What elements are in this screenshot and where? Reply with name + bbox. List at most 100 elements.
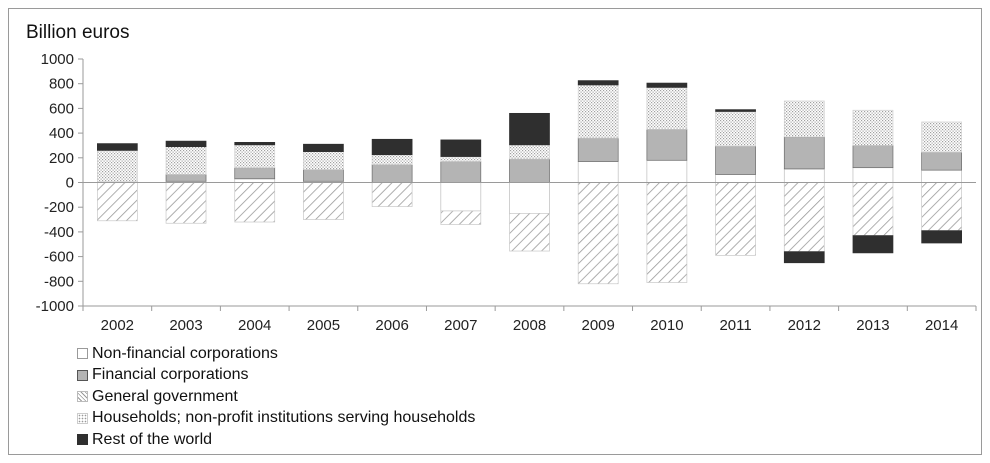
bar-fc-2010 [646,129,688,161]
bar-gg-2004 [234,182,276,223]
bar-hh-2006 [371,154,413,165]
bar-row-2002 [96,143,138,151]
bar-nfc-2010 [646,159,688,183]
x-tick-label: 2013 [856,317,889,334]
bar-gg-2005 [303,182,344,220]
bar-fc-2011 [715,145,756,175]
x-tick-label: 2009 [582,317,615,334]
bar-fc-2008 [509,158,550,183]
x-tick-label: 2003 [169,317,202,334]
bar-row-2005 [303,143,344,152]
legend-swatch-hh [77,412,88,424]
y-tick-label: 1000 [41,51,74,68]
x-tick-label: 2006 [375,317,408,334]
y-tick-label: 600 [49,100,74,117]
bar-fc-2004 [234,167,276,180]
legend-label-hh: Households; non-profit institutions serv… [92,409,476,427]
y-tick-label: -400 [44,224,74,241]
legend-label-row: Rest of the world [92,430,213,448]
bar-gg-2008 [509,213,550,252]
legend-swatch-gg [77,391,88,403]
x-tick-label: 2008 [513,317,546,334]
x-tick-label: 2010 [650,317,683,334]
x-tick-label: 2004 [238,317,271,334]
bar-row-2008 [509,112,550,146]
bar-fc-2005 [303,169,344,182]
bar-hh-2008 [509,144,550,160]
y-tick-label: -800 [44,273,74,290]
bar-fc-2014 [921,151,963,171]
axes [82,59,976,307]
bar-hh-2010 [646,87,688,130]
bar-row-2004 [234,142,276,146]
bar-hh-2014 [921,121,963,153]
y-axis-label: Billion euros [26,22,130,43]
bar-nfc-2007 [440,182,482,212]
y-tick-label: 800 [49,76,74,93]
bar-gg-2009 [577,182,619,285]
bar-gg-2003 [165,182,207,224]
bar-row-2013 [852,235,894,254]
bar-gg-2013 [852,182,894,236]
x-tick-label: 2011 [719,317,751,334]
legend-label-gg: General government [92,387,238,405]
bar-gg-2002 [96,182,138,222]
legend-item-row: Rest of the world [77,429,475,451]
legend-swatch-fc [77,369,88,381]
bar-nfc-2004 [234,178,276,183]
y-tick-label: 400 [49,125,74,142]
bar-hh-2007 [440,156,482,162]
x-axis-ticks: 2002 2003 2004 2005 2006 2007 2008 2009 2010 2011… [82,306,977,334]
bar-gg-2010 [646,182,688,283]
y-tick-label: -600 [44,249,74,266]
bar-row-2010 [646,82,688,88]
bar-hh-2005 [303,151,344,170]
y-tick-label: 0 [66,175,74,192]
legend-label-fc: Financial corporations [92,366,249,384]
legend: Non-financial corporations Financial cor… [77,343,475,451]
bar-fc-2009 [577,137,619,162]
bar-nfc-2009 [577,161,619,183]
bar-nfc-2012 [783,168,825,183]
bar-row-2012 [783,251,825,264]
bar-fc-2013 [852,145,894,169]
x-tick-label: 2012 [788,317,821,334]
bar-row-2014 [921,230,963,244]
bar-gg-2011 [715,182,756,256]
bar-fc-2007 [440,161,482,183]
bar-fc-2003 [165,174,207,182]
legend-label-nfc: Non-financial corporations [92,344,278,362]
bar-nfc-2014 [921,169,963,183]
bar-fc-2006 [371,164,413,183]
x-tick-label: 2002 [101,317,134,334]
bar-nfc-2013 [852,167,894,183]
bar-gg-2007 [440,210,482,225]
bar-gg-2006 [371,182,413,207]
y-tick-label: 200 [49,150,74,167]
y-tick-label: -1000 [36,298,74,315]
bar-hh-2003 [165,146,207,175]
bar-hh-2011 [715,111,756,147]
x-tick-label: 2014 [925,317,958,334]
bar-nfc-2011 [715,174,756,183]
bar-hh-2002 [96,150,138,182]
legend-swatch-row [77,434,88,446]
legend-item-fc: Financial corporations [77,365,475,387]
legend-swatch-nfc [77,348,88,360]
bar-hh-2009 [577,84,619,139]
bar-row-2007 [440,139,482,157]
y-tick-label: -200 [44,199,74,216]
bar-hh-2013 [852,109,894,146]
bar-row-2011 [715,109,756,112]
bar-gg-2014 [921,182,963,232]
x-tick-label: 2005 [307,317,340,334]
bar-row-2009 [577,80,619,86]
y-axis-ticks: 1000 800 600 400 200 0 -200 -400 -600 -800 -1000 [36,51,83,315]
legend-item-hh: Households; non-profit institutions serv… [77,408,475,430]
legend-item-gg: General government [77,386,475,408]
bar-row-2006 [371,138,413,156]
bar-hh-2004 [234,144,276,169]
bar-nfc-2008 [509,182,550,214]
bar-row-2003 [165,140,207,148]
